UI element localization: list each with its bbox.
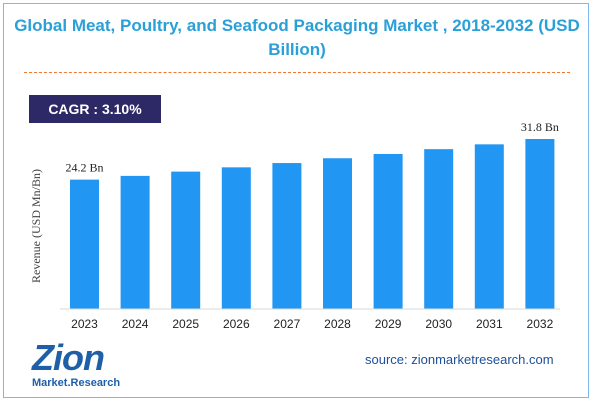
bar-2028: [323, 158, 352, 309]
x-tick-label: 2032: [527, 317, 554, 331]
bar-2025: [171, 171, 201, 309]
data-label: 31.8 Bn: [521, 120, 559, 134]
x-tick-label: 2023: [71, 317, 98, 331]
x-tick-label: 2029: [375, 317, 402, 331]
bars-group: [70, 139, 555, 309]
bar-2030: [424, 149, 454, 309]
bar-2024: [120, 175, 150, 309]
x-tick-label: 2025: [172, 317, 199, 331]
zion-logo: Zion Market.Research: [30, 337, 130, 391]
bar-2029: [373, 153, 403, 309]
chart-title: Global Meat, Poultry, and Seafood Packag…: [14, 16, 580, 59]
x-tick-label: 2026: [223, 317, 250, 331]
data-labels: 24.2 Bn 31.8 Bn: [65, 120, 558, 175]
source-text: source: zionmarketresearch.com: [365, 352, 554, 367]
bar-2032: [525, 139, 555, 309]
bar-2027: [272, 163, 302, 309]
bar-2026: [221, 167, 251, 309]
bar-2023: [70, 179, 99, 309]
logo-subtext: Market.Research: [32, 377, 121, 389]
cagr-badge: CAGR : 3.10%: [29, 95, 161, 123]
x-tick-label: 2030: [425, 317, 452, 331]
x-tick-labels: 2023 2024 2025 2026 2027 2028 2029 2030 2031 2032: [71, 317, 553, 331]
title-divider: [24, 72, 570, 73]
x-tick-label: 2028: [324, 317, 351, 331]
logo-text: Zion: [32, 337, 105, 378]
x-tick-label: 2027: [274, 317, 301, 331]
bar-2031: [474, 144, 504, 309]
x-tick-label: 2031: [476, 317, 503, 331]
y-axis-label: Revenue (USD Mn/Bn): [29, 169, 43, 283]
data-label: 24.2 Bn: [65, 161, 103, 175]
x-tick-label: 2024: [122, 317, 149, 331]
